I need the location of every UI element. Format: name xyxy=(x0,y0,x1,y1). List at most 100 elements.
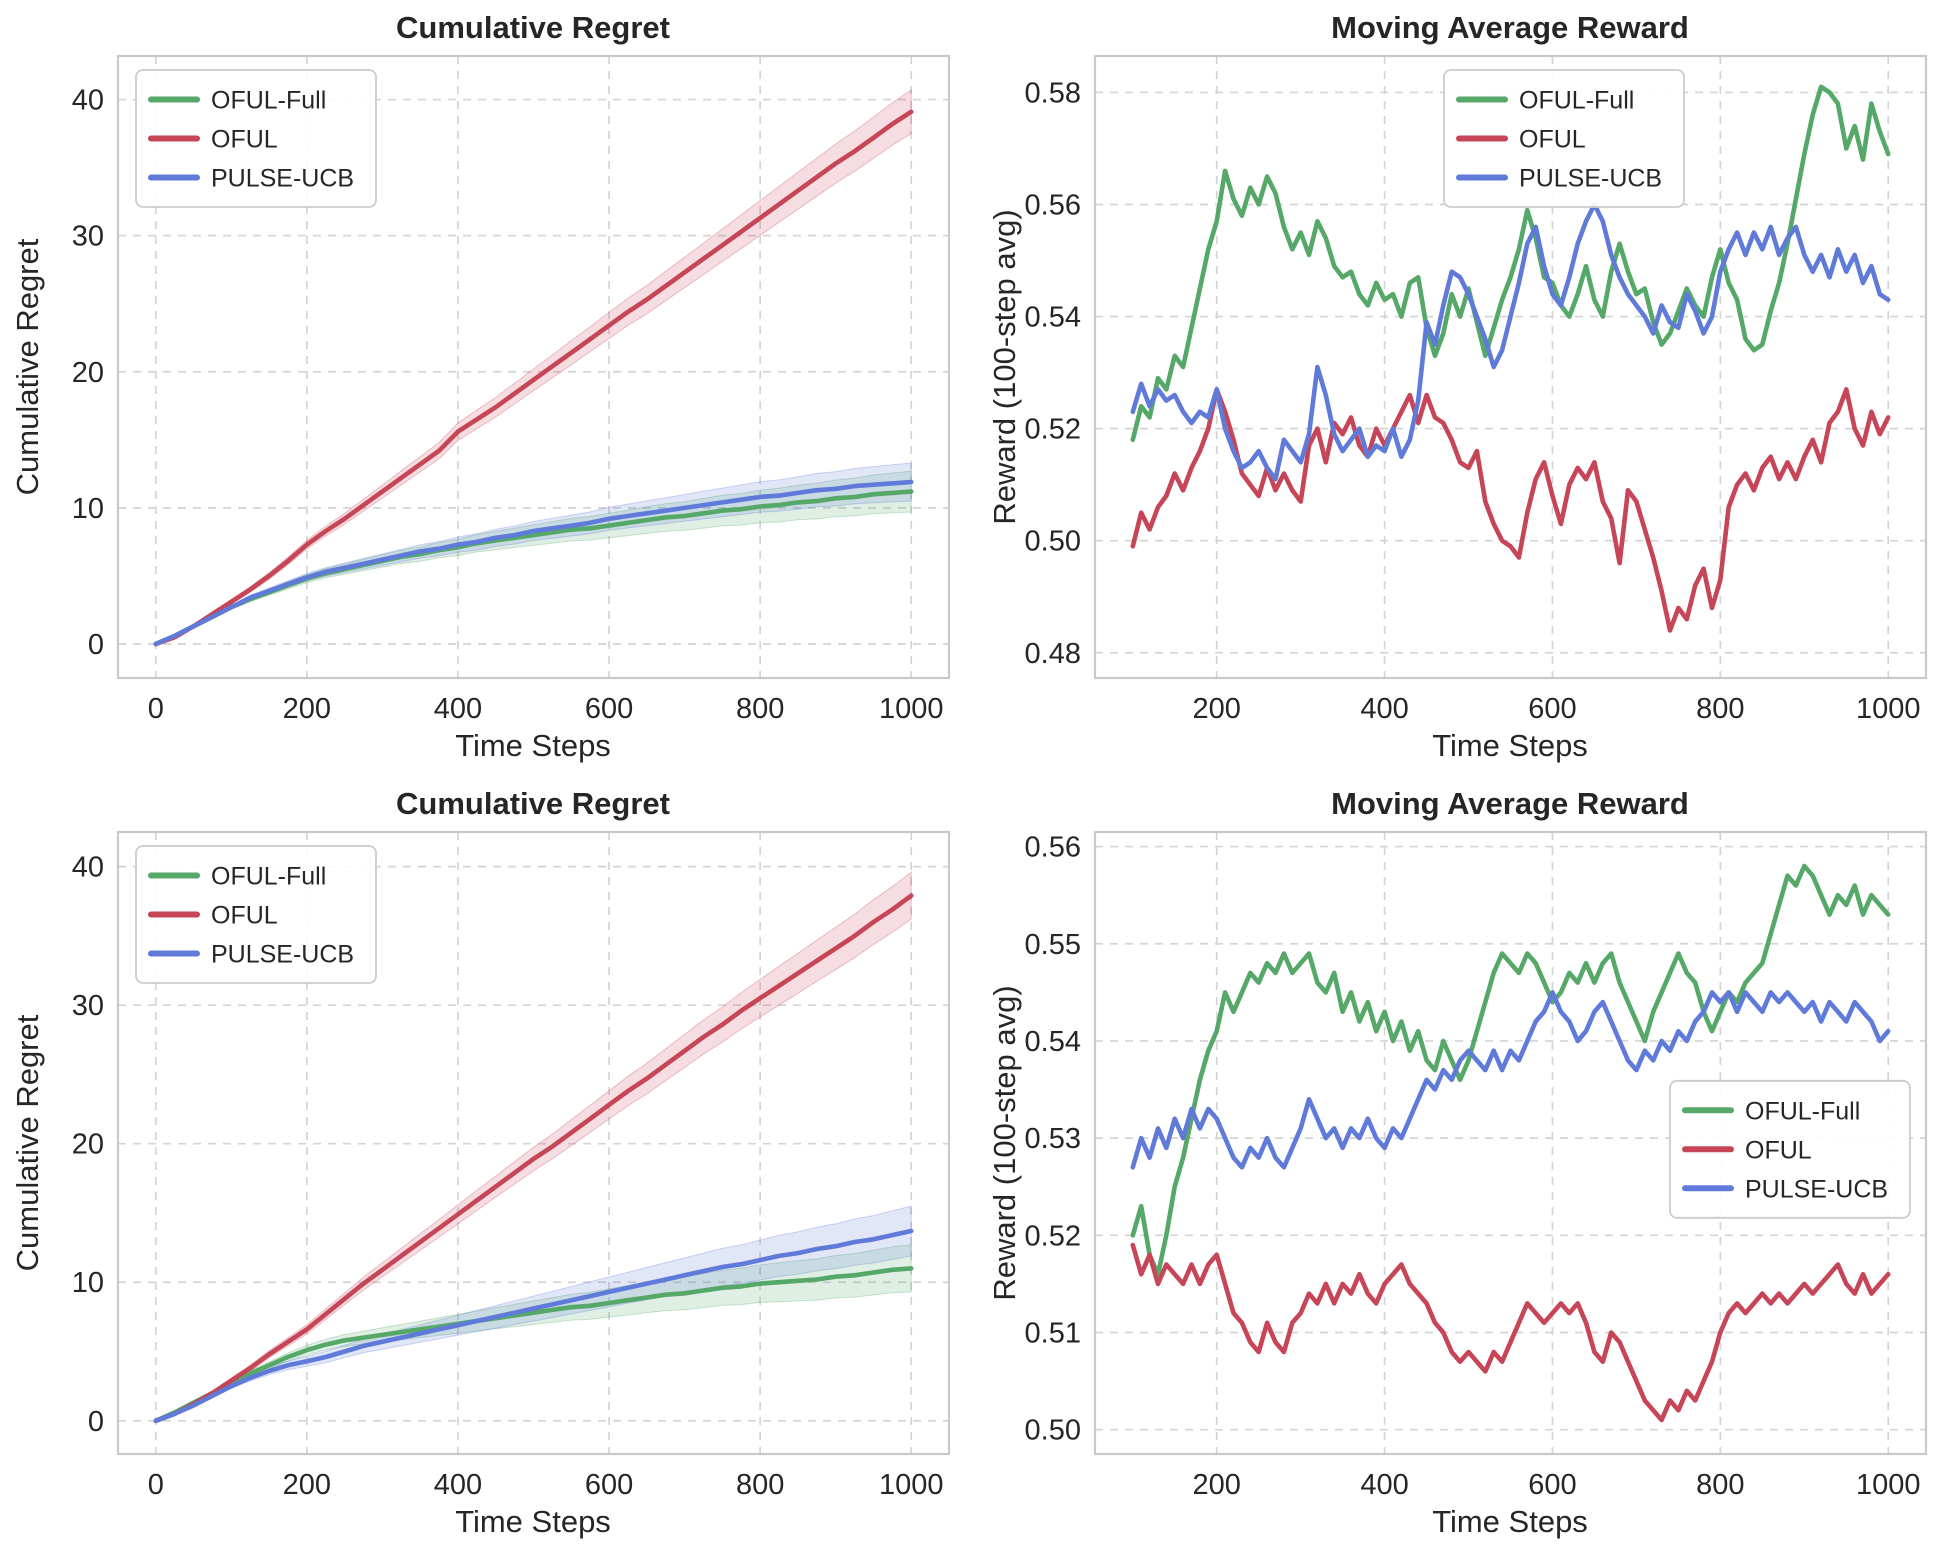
x-tick-label: 400 xyxy=(434,1469,482,1501)
tick-labels: 200 400 600 800 1000 0.50 0.51 0.52 0.53 0.54 0.55… xyxy=(1025,832,1921,1501)
y-tick-label: 0.56 xyxy=(1025,832,1081,864)
legend-label-OFUL: OFUL xyxy=(211,902,278,930)
x-axis-label: Time Steps xyxy=(1432,1504,1588,1539)
chart-cumulative-regret-run1: 0 200 400 600 800 1000 0 10 20 30 40 OFUL-Full OFUL P… xyxy=(10,10,951,763)
y-tick-label: 0.51 xyxy=(1025,1318,1081,1350)
x-tick-label: 200 xyxy=(283,1469,331,1501)
tick-labels: 0 200 400 600 800 1000 0 10 20 30 40 xyxy=(72,85,944,725)
plot-border xyxy=(116,54,951,680)
chart-title: Moving Average Reward xyxy=(1331,786,1689,821)
y-tick-label: 30 xyxy=(72,221,104,253)
y-tick-label: 0.50 xyxy=(1025,1415,1081,1447)
y-tick-label: 0.50 xyxy=(1025,526,1081,558)
series-line-PULSE-UCB xyxy=(1130,202,1891,482)
x-tick-label: 200 xyxy=(1193,1469,1241,1501)
x-tick-label: 600 xyxy=(585,693,633,725)
x-tick-label: 200 xyxy=(283,693,331,725)
legend: OFUL-Full OFUL PULSE-UCB xyxy=(1669,1079,1911,1219)
tick-labels: 0 200 400 600 800 1000 0 10 20 30 40 xyxy=(72,852,944,1501)
series-line-OFUL xyxy=(153,109,914,647)
legend-label-OFUL: OFUL xyxy=(211,126,278,154)
legend: OFUL-Full OFUL PULSE-UCB xyxy=(1443,69,1685,208)
legend: OFUL-Full OFUL PULSE-UCB xyxy=(135,845,377,984)
y-tick-label: 30 xyxy=(72,990,104,1022)
y-tick-label: 20 xyxy=(72,1129,104,1161)
y-tick-label: 0.56 xyxy=(1025,189,1081,221)
plot-border xyxy=(1093,54,1928,680)
x-tick-label: 400 xyxy=(434,693,482,725)
plot-area xyxy=(1130,84,1891,633)
plot-area xyxy=(153,89,914,647)
series-line-PULSE-UCB xyxy=(1130,990,1891,1170)
y-tick-label: 0.52 xyxy=(1025,414,1081,446)
series-line-OFUL-Full xyxy=(153,1266,914,1424)
x-axis-label: Time Steps xyxy=(455,728,611,763)
y-tick-label: 0.53 xyxy=(1025,1123,1081,1155)
y-tick-label: 40 xyxy=(72,852,104,884)
y-tick-label: 0 xyxy=(88,629,104,661)
legend-label-PULSE-UCB: PULSE-UCB xyxy=(211,941,354,969)
legend-box xyxy=(135,845,377,984)
y-tick-label: 0.58 xyxy=(1025,77,1081,109)
x-tick-label: 200 xyxy=(1193,693,1241,725)
legend-label-PULSE-UCB: PULSE-UCB xyxy=(1745,1175,1888,1203)
x-tick-label: 800 xyxy=(736,693,784,725)
legend-label-OFUL: OFUL xyxy=(1519,126,1586,154)
legend-label-PULSE-UCB: PULSE-UCB xyxy=(1519,165,1662,193)
x-tick-label: 400 xyxy=(1360,1469,1408,1501)
y-tick-label: 40 xyxy=(72,85,104,117)
series-line-OFUL xyxy=(1130,387,1891,633)
x-axis-label: Time Steps xyxy=(455,1504,611,1539)
x-tick-label: 600 xyxy=(1528,1469,1576,1501)
x-tick-label: 0 xyxy=(148,1469,164,1501)
x-tick-label: 1000 xyxy=(879,1469,944,1501)
plot-border xyxy=(116,830,951,1456)
chart-title: Cumulative Regret xyxy=(396,10,670,45)
legend-label-PULSE-UCB: PULSE-UCB xyxy=(211,165,354,193)
series-line-OFUL-Full xyxy=(1130,863,1891,1277)
chart-moving-average-reward-run1: 200 400 600 800 1000 0.48 0.50 0.52 0.54 0.56 0.58… xyxy=(987,10,1928,763)
tick-labels: 200 400 600 800 1000 0.48 0.50 0.52 0.54 0.56 0.58 xyxy=(1025,77,1921,725)
legend-label-OFUL-Full: OFUL-Full xyxy=(211,863,326,891)
x-tick-label: 600 xyxy=(1528,693,1576,725)
chart-moving-average-reward-run2: 200 400 600 800 1000 0.50 0.51 0.52 0.53 0.54 0.55… xyxy=(987,786,1928,1539)
x-tick-label: 800 xyxy=(1696,693,1744,725)
series-line-OFUL xyxy=(153,893,914,1424)
grid xyxy=(118,56,949,678)
y-tick-label: 0.54 xyxy=(1025,1026,1081,1058)
x-tick-label: 800 xyxy=(736,1469,784,1501)
x-tick-label: 1000 xyxy=(879,693,944,725)
series-line-PULSE-UCB xyxy=(153,479,914,647)
legend-label-OFUL-Full: OFUL-Full xyxy=(211,87,326,115)
legend-label-OFUL-Full: OFUL-Full xyxy=(1745,1097,1860,1125)
plot-area xyxy=(153,871,914,1424)
legend-label-OFUL: OFUL xyxy=(1745,1136,1812,1164)
series-line-OFUL xyxy=(1130,1242,1891,1423)
y-tick-label: 0.48 xyxy=(1025,638,1081,670)
plot-area xyxy=(1130,863,1891,1423)
y-axis-label: Reward (100-step avg) xyxy=(987,209,1022,524)
y-tick-label: 10 xyxy=(72,1267,104,1299)
y-tick-label: 0.52 xyxy=(1025,1220,1081,1252)
legend-label-OFUL-Full: OFUL-Full xyxy=(1519,87,1634,115)
legend-box xyxy=(1669,1079,1911,1219)
chart-title: Cumulative Regret xyxy=(396,786,670,821)
x-tick-label: 600 xyxy=(585,1469,633,1501)
chart-cumulative-regret-run2: 0 200 400 600 800 1000 0 10 20 30 40 OFUL-Full OFUL P… xyxy=(10,786,951,1539)
y-tick-label: 0 xyxy=(88,1406,104,1438)
x-tick-label: 1000 xyxy=(1856,1469,1921,1501)
legend-box xyxy=(135,69,377,208)
legend-box xyxy=(1443,69,1685,208)
series-line-PULSE-UCB xyxy=(153,1228,914,1424)
chart-title: Moving Average Reward xyxy=(1331,10,1689,45)
series-line-OFUL-Full xyxy=(1130,84,1891,443)
legend: OFUL-Full OFUL PULSE-UCB xyxy=(135,69,377,208)
confidence-band-PULSE-UCB xyxy=(155,462,912,645)
x-tick-label: 1000 xyxy=(1856,693,1921,725)
y-axis-label: Reward (100-step avg) xyxy=(987,985,1022,1300)
y-tick-label: 0.55 xyxy=(1025,929,1081,961)
y-axis-label: Cumulative Regret xyxy=(10,1014,45,1271)
plot-border xyxy=(1093,830,1928,1456)
grid xyxy=(1095,56,1926,678)
